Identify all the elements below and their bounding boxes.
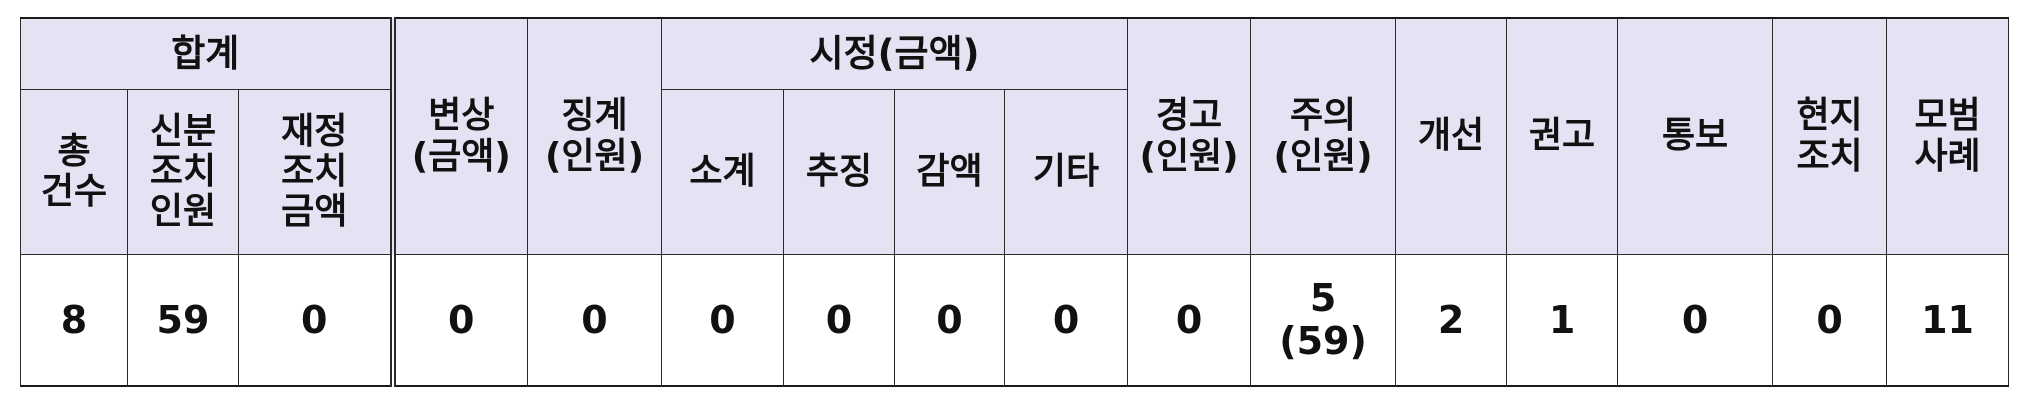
cell-financial-action: 0	[237, 254, 396, 387]
cell-recommendation: 1	[1506, 254, 1619, 387]
header-exemplary-case: 모범 사례	[1886, 17, 2010, 255]
header-recommendation: 권고	[1506, 17, 1619, 255]
cell-onsite-action: 0	[1772, 254, 1888, 387]
cell-improvement: 2	[1395, 254, 1508, 387]
header-identity-action: 신분 조치 인원	[127, 89, 239, 255]
cell-notification: 0	[1617, 254, 1774, 387]
header-warning: 경고 (인원)	[1127, 17, 1252, 255]
header-compensation: 변상 (금액)	[392, 17, 529, 255]
header-reduction: 감액	[894, 89, 1006, 255]
cell-subtotal: 0	[661, 254, 785, 387]
cell-warning: 0	[1127, 254, 1252, 387]
cell-compensation: 0	[392, 254, 529, 387]
header-caution: 주의 (인원)	[1250, 17, 1397, 255]
cell-caution: 5 (59)	[1250, 254, 1397, 387]
cell-total-count: 8	[20, 254, 128, 387]
cell-caution-count: 5	[1309, 276, 1337, 321]
header-improvement: 개선	[1395, 17, 1508, 255]
cell-other: 0	[1004, 254, 1129, 387]
header-correction: 시정(금액)	[661, 17, 1129, 90]
cell-discipline: 0	[527, 254, 663, 387]
header-subtotal: 소계	[661, 89, 785, 255]
header-other: 기타	[1004, 89, 1129, 255]
cell-reduction: 0	[894, 254, 1006, 387]
audit-results-table: 합계 변상 (금액) 징계 (인원) 시정(금액) 경고 (인원)	[19, 17, 2010, 387]
header-onsite-action: 현지 조치	[1772, 17, 1888, 255]
header-discipline: 징계 (인원)	[527, 17, 663, 255]
cell-recovery: 0	[783, 254, 896, 387]
table-row: 8 59 0 0 0 0 0 0 0 0 5 (59) 2 1 0 0 11	[20, 254, 2010, 387]
header-total: 합계	[19, 17, 396, 90]
header-recovery: 추징	[783, 89, 896, 255]
cell-identity-action: 59	[127, 254, 239, 387]
cell-exemplary-case: 11	[1886, 254, 2010, 387]
header-financial-action: 재정 조치 금액	[237, 89, 396, 255]
cell-caution-people: (59)	[1279, 319, 1367, 363]
header-total-count: 총 건수	[20, 89, 128, 255]
header-notification: 통보	[1617, 17, 1774, 255]
